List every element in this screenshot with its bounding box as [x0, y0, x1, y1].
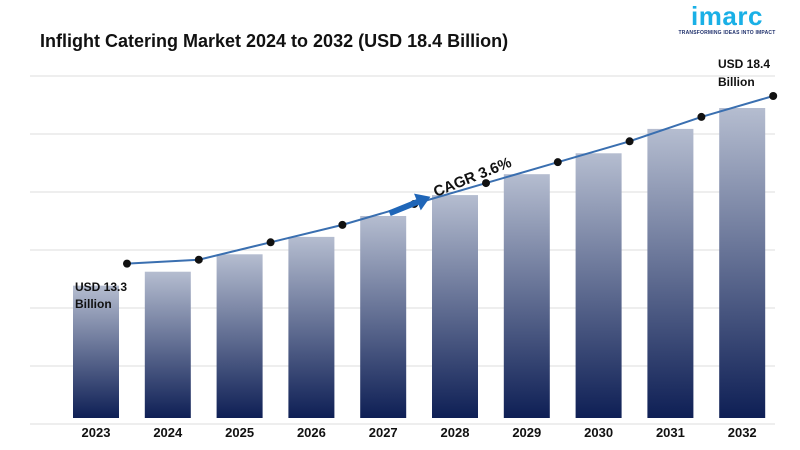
x-tick-label: 2023: [82, 425, 111, 440]
start-unit-label: Billion: [75, 297, 112, 311]
x-tick-label: 2031: [656, 425, 685, 440]
x-tick-label: 2029: [512, 425, 541, 440]
bar-2025: [216, 254, 263, 418]
bar-2032: [719, 108, 766, 418]
end-value-label: USD 18.4: [718, 57, 770, 71]
bar-2023: [73, 285, 119, 418]
start-value-label: USD 13.3: [75, 280, 127, 294]
trend-point-2024: [194, 255, 203, 264]
trend-point-2030: [625, 137, 634, 146]
bar-2031: [647, 128, 694, 419]
bar-2027: [360, 215, 407, 418]
imarc-logo: imarc TRANSFORMING IDEAS INTO IMPACT: [676, 2, 778, 36]
logo-tagline: TRANSFORMING IDEAS INTO IMPACT: [678, 30, 776, 36]
x-tick-label: 2030: [584, 425, 613, 440]
x-tick-label: 2027: [369, 425, 398, 440]
trend-point-2028: [482, 179, 490, 188]
x-tick-label: 2026: [297, 425, 326, 440]
bar-2030: [575, 153, 622, 419]
bar-2029: [503, 174, 550, 418]
x-tick-label: 2028: [441, 425, 470, 440]
bar-2026: [288, 236, 335, 418]
page-title: Inflight Catering Market 2024 to 2032 (U…: [40, 31, 509, 51]
end-unit-label: Billion: [718, 75, 755, 89]
trend-point-2025: [266, 238, 275, 247]
x-tick-label: 2025: [225, 425, 254, 440]
x-tick-label: 2024: [153, 425, 183, 440]
bar-2028: [432, 195, 478, 418]
cagr-label: CAGR 3.6%: [431, 154, 514, 201]
bar-2024: [144, 271, 191, 418]
logo-wordmark: imarc: [691, 1, 763, 31]
trend-point-2032: [769, 92, 778, 100]
trend-point-2029: [553, 158, 562, 167]
trend-point-2026: [338, 220, 347, 229]
trend-line: [126, 95, 774, 265]
trend-point-2031: [697, 112, 706, 121]
cagr-arrow: [388, 193, 431, 217]
x-tick-label: 2032: [728, 425, 757, 440]
trend-point-2023: [123, 259, 131, 268]
